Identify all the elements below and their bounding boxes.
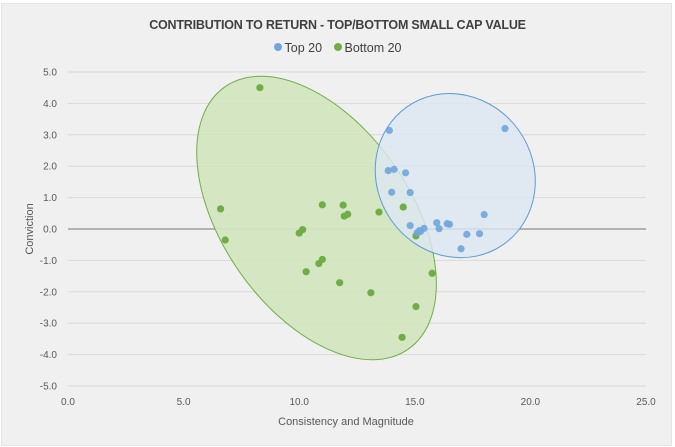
point-bottom-20 (339, 201, 347, 209)
y-tick-label: 2.0 (43, 162, 57, 173)
point-bottom-20 (295, 229, 303, 237)
x-tick-label: 5.0 (177, 397, 191, 408)
point-bottom-20 (336, 279, 344, 287)
x-axis-ticks: 0.0 5.0 10.0 15.0 20.0 25.0 (61, 397, 656, 408)
y-tick-label: 5.0 (43, 68, 57, 79)
x-tick-label: 25.0 (636, 397, 656, 408)
cluster-ellipses (196, 75, 536, 361)
y-tick-label: -5.0 (40, 382, 58, 393)
y-tick-label: 1.0 (43, 193, 57, 204)
point-top-20 (401, 169, 410, 177)
point-top-20 (420, 224, 428, 232)
point-bottom-20 (375, 208, 383, 216)
chart-title: CONTRIBUTION TO RETURN - TOP/BOTTOM SMAL… (149, 18, 526, 32)
point-top-20 (475, 230, 484, 238)
data-points (216, 84, 509, 341)
point-bottom-20 (428, 269, 436, 277)
legend-marker-bottom-20 (333, 43, 342, 51)
x-tick-label: 20.0 (521, 397, 541, 408)
legend: Top 20 Bottom 20 (0, 41, 675, 55)
point-bottom-20 (399, 203, 407, 211)
point-bottom-20 (318, 201, 326, 209)
point-top-20 (390, 165, 398, 173)
y-axis-ticks: 5.0 4.0 3.0 2.0 1.0 0.0 -1.0 -2.0 -3.0 -4.0 -5.0 (40, 68, 58, 393)
point-top-20 (457, 245, 465, 253)
point-top-20 (480, 210, 488, 219)
x-tick-label: 0.0 (61, 397, 75, 408)
y-tick-label: -2.0 (40, 287, 58, 298)
point-top-20 (385, 126, 393, 135)
legend-marker-top-20 (273, 43, 282, 51)
y-tick-label: 3.0 (43, 130, 57, 141)
point-top-20 (406, 221, 414, 230)
point-bottom-20 (221, 236, 229, 244)
point-top-20 (501, 124, 509, 133)
point-top-20 (384, 166, 392, 175)
y-tick-label: -1.0 (40, 256, 58, 267)
point-bottom-20 (216, 205, 225, 213)
legend-item-bottom-20: Bottom 20 (333, 41, 402, 55)
y-tick-label: -3.0 (40, 319, 58, 330)
point-bottom-20 (398, 333, 406, 341)
legend-label-bottom-20: Bottom 20 (344, 41, 402, 55)
x-axis-title: Consistency and Magnitude (278, 416, 414, 428)
point-top-20 (445, 220, 454, 228)
point-top-20 (388, 188, 396, 196)
y-tick-label: 4.0 (43, 99, 57, 110)
point-top-20 (406, 188, 414, 197)
point-top-20 (463, 230, 471, 238)
point-top-20 (433, 219, 441, 227)
point-bottom-20 (412, 302, 420, 311)
point-bottom-20 (367, 289, 375, 297)
point-bottom-20 (344, 210, 352, 218)
y-tick-label: 0.0 (43, 225, 57, 236)
legend-label-top-20: Top 20 (284, 41, 323, 55)
y-tick-label: -4.0 (40, 350, 58, 361)
cluster-ellipse-top-20 (374, 93, 536, 259)
x-tick-label: 15.0 (405, 397, 425, 408)
legend-item-top-20: Top 20 (273, 41, 323, 55)
point-bottom-20 (256, 84, 264, 92)
point-top-20 (435, 225, 443, 233)
y-axis-title: Conviction (24, 203, 36, 254)
point-bottom-20 (315, 259, 323, 268)
point-bottom-20 (302, 268, 310, 276)
x-tick-label: 10.0 (289, 397, 309, 408)
